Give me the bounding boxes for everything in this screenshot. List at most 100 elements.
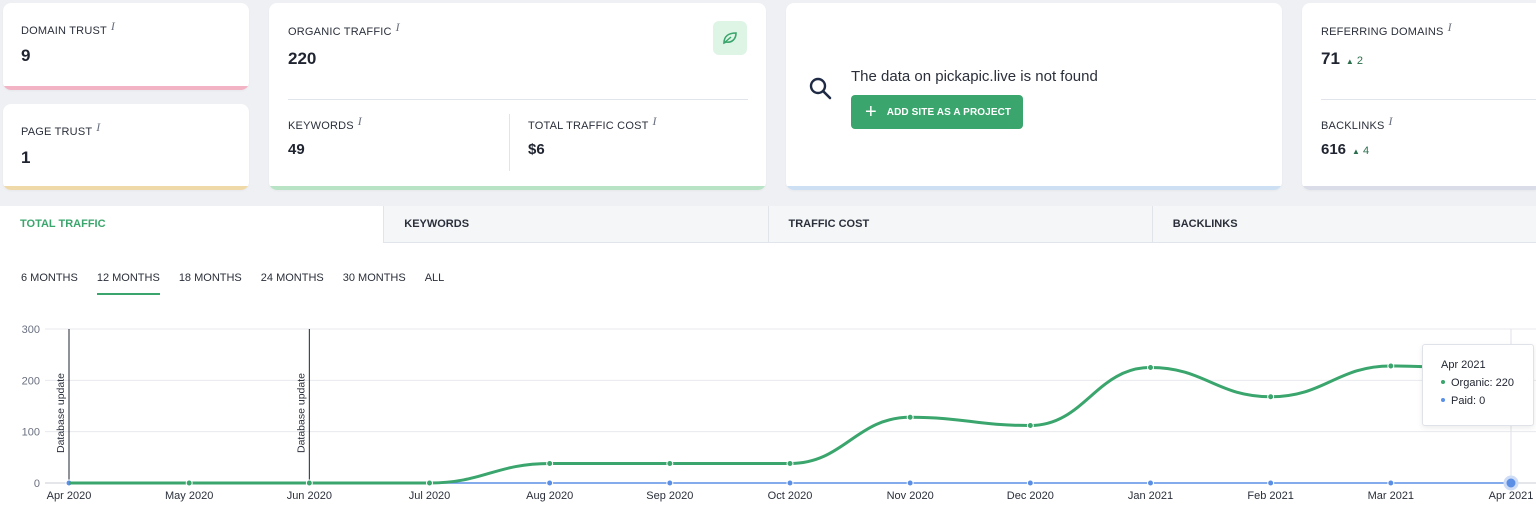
domain-trust-value: 9 — [21, 46, 31, 65]
x-tick-label: Dec 2020 — [1007, 490, 1054, 502]
referring-domains-value: 71 ▲ 2 — [1321, 49, 1364, 68]
x-tick-label: Apr 2020 — [47, 490, 92, 502]
domain-trust-accent — [3, 86, 249, 90]
data-point-organic — [185, 479, 193, 487]
organic-divider — [288, 99, 748, 100]
not-found-accent — [786, 186, 1282, 190]
keywords-divider — [509, 114, 510, 171]
page-trust-card: PAGE TRUST i 1 — [3, 104, 249, 190]
y-tick-label: 0 — [34, 478, 40, 490]
add-site-as-project-button[interactable]: + ADD SITE AS A PROJECT — [851, 95, 1024, 129]
period-all[interactable]: ALL — [424, 272, 445, 284]
period-6-months[interactable]: 6 MONTHS — [21, 272, 78, 284]
x-tick-label: Feb 2021 — [1247, 490, 1293, 502]
organic-traffic-value: 220 — [288, 49, 317, 68]
period-selector: 6 MONTHS 12 MONTHS 18 MONTHS 24 MONTHS 3… — [21, 272, 463, 295]
tooltip-organic: Organic: 220 — [1441, 377, 1533, 389]
tab-keywords[interactable]: KEYWORDS — [383, 206, 768, 243]
referring-domains-label: REFERRING DOMAINS i — [1321, 20, 1452, 38]
traffic-cost-label: TOTAL TRAFFIC COST i — [528, 114, 657, 132]
paid-dot-icon — [1441, 398, 1445, 402]
y-tick-label: 200 — [22, 375, 40, 387]
period-30-months[interactable]: 30 MONTHS — [342, 272, 406, 284]
page-trust-value: 1 — [21, 148, 31, 167]
x-tick-label: Apr 2021 — [1489, 490, 1534, 502]
data-point-organic — [1387, 362, 1395, 370]
backlinks-value: 616 ▲ 4 — [1321, 141, 1370, 158]
organic-dot-icon — [1441, 380, 1445, 384]
data-point-organic — [786, 459, 794, 467]
chart-tooltip: Apr 2021 Organic: 220 Paid: 0 — [1422, 344, 1534, 426]
x-tick-label: Sep 2020 — [646, 490, 693, 502]
data-point-organic — [426, 479, 433, 487]
page-trust-label: PAGE TRUST i — [21, 120, 101, 138]
backlinks-label: BACKLINKS i — [1321, 114, 1393, 132]
x-tick-label: Jun 2020 — [287, 490, 332, 502]
data-point-organic — [666, 459, 674, 467]
referring-domains-delta: ▲ 2 — [1345, 55, 1364, 67]
annotation-label: Database update — [55, 373, 67, 453]
tooltip-paid: Paid: 0 — [1441, 395, 1533, 407]
tooltip-title: Apr 2021 — [1441, 359, 1486, 371]
arrow-up-icon: ▲ — [1345, 57, 1354, 66]
search-icon — [809, 77, 832, 100]
data-point-organic — [305, 479, 313, 487]
links-divider — [1321, 99, 1536, 100]
data-point-organic — [1026, 422, 1034, 430]
tab-traffic-cost[interactable]: TRAFFIC COST — [767, 206, 1152, 243]
data-point-paid — [546, 479, 554, 487]
y-tick-label: 100 — [22, 427, 40, 439]
info-icon[interactable]: i — [357, 114, 362, 128]
keywords-value: 49 — [288, 141, 305, 158]
traffic-chart: 0 100 200 300 Database update Database update… — [22, 324, 1536, 502]
x-tick-label: Nov 2020 — [887, 490, 934, 502]
not-found-message: The data on pickapic.live is not found — [851, 68, 1098, 85]
period-18-months[interactable]: 18 MONTHS — [178, 272, 242, 284]
info-icon[interactable]: i — [652, 114, 657, 128]
x-tick-label: Jan 2021 — [1128, 490, 1173, 502]
organic-traffic-accent — [269, 186, 766, 190]
keywords-label: KEYWORDS i — [288, 114, 362, 132]
add-site-label: ADD SITE AS A PROJECT — [886, 106, 1012, 118]
data-point-paid — [1267, 479, 1275, 487]
plus-icon: + — [865, 101, 877, 123]
info-icon[interactable]: i — [96, 120, 101, 134]
tab-total-traffic[interactable]: TOTAL TRAFFIC — [0, 206, 384, 243]
data-point-paid — [666, 479, 674, 487]
info-icon[interactable]: i — [395, 20, 400, 34]
links-card: REFERRING DOMAINS i 71 ▲ 2 BACKLINKS i 616 ▲… — [1302, 3, 1536, 190]
data-point-paid — [1387, 479, 1395, 487]
info-icon[interactable]: i — [110, 19, 116, 33]
data-point-paid — [786, 479, 794, 487]
not-found-card: The data on pickapic.live is not found +… — [786, 3, 1282, 190]
y-tick-label: 300 — [22, 324, 40, 336]
x-tick-label: Jul 2020 — [409, 490, 451, 502]
info-icon[interactable]: i — [1388, 114, 1393, 128]
info-icon[interactable]: i — [1447, 20, 1452, 34]
data-point-paid — [1026, 479, 1034, 487]
tab-backlinks[interactable]: BACKLINKS — [1151, 206, 1536, 243]
data-point-organic — [1147, 364, 1154, 371]
links-accent — [1302, 186, 1536, 190]
arrow-up-icon: ▲ — [1352, 147, 1360, 156]
x-tick-label: Oct 2020 — [768, 490, 813, 502]
leaf-button[interactable] — [713, 21, 747, 55]
traffic-cost-value: $6 — [528, 141, 545, 158]
x-tick-label: Mar 2021 — [1368, 490, 1414, 502]
period-12-months[interactable]: 12 MONTHS — [96, 272, 160, 295]
domain-trust-card: DOMAIN TRUST i 9 — [3, 3, 249, 90]
hover-point — [1503, 475, 1519, 491]
data-point-organic — [1267, 393, 1275, 401]
metric-tabs: TOTAL TRAFFIC KEYWORDS TRAFFIC COST BACK… — [0, 206, 1536, 243]
data-point-organic — [546, 459, 554, 467]
period-24-months[interactable]: 24 MONTHS — [260, 272, 324, 284]
domain-trust-label: DOMAIN TRUST i — [21, 19, 116, 37]
x-tick-label: Aug 2020 — [526, 490, 573, 502]
annotation-label: Database update — [295, 373, 307, 453]
organic-traffic-card: ORGANIC TRAFFIC i 220 KEYWORDS i 49 TOTAL … — [269, 3, 766, 190]
x-tick-label: May 2020 — [165, 490, 213, 502]
data-point-organic — [906, 413, 914, 421]
data-point-paid — [906, 479, 914, 487]
leaf-icon — [723, 32, 737, 45]
data-point-paid — [1147, 479, 1154, 487]
